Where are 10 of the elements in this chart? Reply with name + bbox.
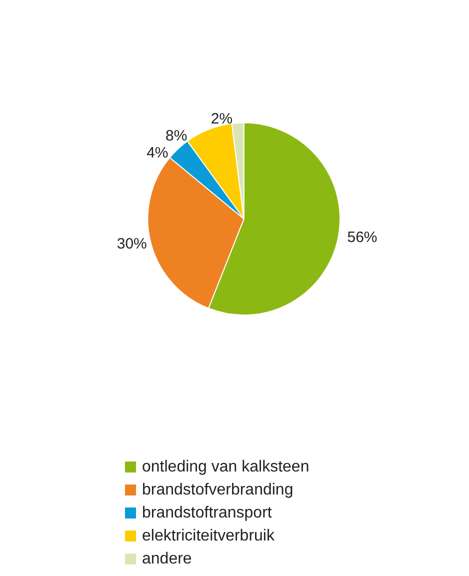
legend-label: elektriciteitverbruik [142, 528, 276, 544]
legend-label: ontleding van kalksteen [142, 458, 310, 476]
legend-label: andere [142, 550, 192, 568]
data-label: 56% [347, 229, 378, 246]
data-label: 8% [166, 127, 188, 144]
data-label: 30% [116, 235, 147, 252]
legend-label: brandstofverbranding [142, 482, 294, 498]
data-label: 2% [210, 110, 233, 128]
data-label: 4% [146, 144, 168, 162]
legend-label: brandstoftransport [142, 504, 272, 522]
